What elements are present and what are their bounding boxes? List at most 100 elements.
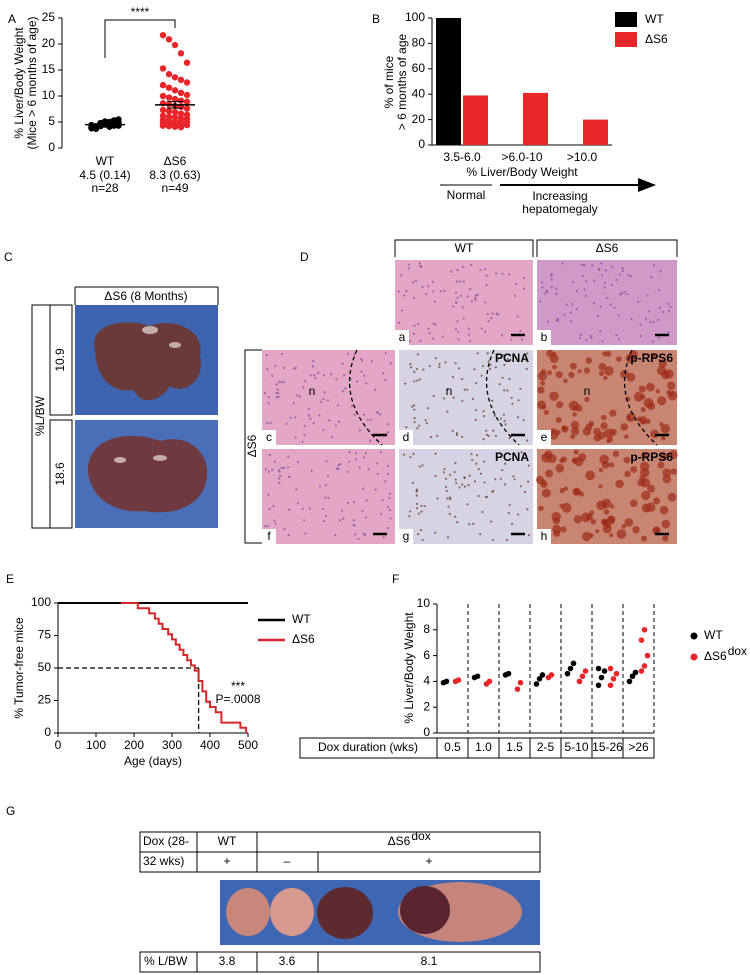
data-point: [595, 665, 602, 672]
data-point: [641, 663, 648, 669]
texture: [470, 263, 473, 267]
header-bracket: [394, 239, 534, 257]
texture: [495, 312, 498, 315]
texture: [412, 281, 415, 284]
texture: [314, 377, 317, 380]
texture: [652, 497, 661, 505]
texture: [662, 474, 672, 484]
data-point: [183, 79, 191, 86]
texture: [456, 521, 459, 524]
texture: [457, 367, 461, 370]
texture: [599, 454, 609, 465]
texture: [519, 387, 522, 391]
texture: [467, 484, 470, 487]
texture: [397, 290, 401, 293]
texture: [275, 383, 278, 386]
texture: [638, 385, 646, 393]
texture: [661, 519, 671, 529]
data-point: [644, 652, 651, 659]
texture: [432, 290, 435, 293]
texture: [420, 510, 423, 513]
texture: [485, 284, 488, 287]
texture: [324, 483, 328, 486]
texture: [452, 305, 455, 308]
texture: [471, 458, 474, 462]
texture: [449, 473, 452, 476]
texture: [407, 267, 411, 270]
texture: [475, 382, 478, 385]
data-point: [92, 125, 100, 132]
micrograph: [262, 449, 395, 544]
texture: [641, 452, 648, 459]
significance: ****: [131, 5, 150, 19]
texture: [575, 289, 579, 292]
texture: [386, 473, 390, 476]
texture: [508, 436, 511, 439]
texture: [667, 492, 677, 502]
texture: [517, 399, 520, 402]
liver: [270, 888, 314, 936]
texture: [389, 362, 392, 365]
texture: [444, 361, 447, 364]
tile-letter: f: [267, 529, 271, 543]
texture: [326, 399, 330, 402]
y-axis-label: (Mice > 6 months of age): [25, 16, 39, 149]
texture: [298, 395, 302, 398]
y-tick-label: 6: [423, 648, 430, 662]
texture: [660, 452, 669, 461]
texture: [482, 437, 485, 441]
texture: [428, 364, 431, 368]
texture: [474, 296, 477, 299]
data-point: [567, 665, 574, 672]
texture: [445, 489, 448, 493]
texture: [409, 366, 413, 369]
texture: [418, 465, 421, 468]
texture: [452, 396, 455, 399]
texture: [274, 522, 277, 525]
texture: [454, 362, 457, 365]
texture: [621, 266, 624, 270]
texture: [416, 379, 419, 382]
y-tick-label: 50: [38, 660, 52, 674]
texture: [578, 453, 587, 462]
texture: [516, 416, 520, 419]
texture: [426, 407, 430, 410]
texture: [525, 439, 529, 442]
texture: [335, 378, 338, 381]
texture: [446, 497, 449, 500]
data-point: [183, 105, 191, 112]
table-value: 3.6: [279, 954, 296, 968]
texture: [448, 496, 451, 499]
y-tick-label: 0: [48, 140, 55, 154]
texture: [425, 422, 428, 425]
texture: [424, 419, 427, 422]
texture: [609, 533, 614, 538]
texture: [662, 310, 665, 314]
data-point: [613, 670, 620, 677]
texture: [266, 368, 269, 371]
texture: [590, 336, 593, 339]
y-tick-label: 10: [42, 88, 56, 102]
texture: [486, 352, 489, 355]
texture: [413, 421, 416, 424]
texture: [415, 494, 418, 497]
letter-box: [262, 529, 276, 544]
texture: [296, 460, 299, 463]
texture: [549, 391, 559, 401]
texture: [472, 522, 475, 525]
y-tick-label: 0: [423, 725, 430, 739]
texture: [475, 462, 478, 465]
texture: [313, 374, 316, 377]
texture: [482, 410, 485, 413]
texture: [652, 526, 661, 535]
texture: [537, 371, 548, 381]
texture: [466, 388, 469, 391]
texture: [434, 452, 437, 455]
texture: [326, 474, 330, 478]
data-point: [177, 89, 185, 97]
texture: [649, 320, 652, 323]
texture: [409, 456, 412, 459]
texture: [415, 367, 419, 371]
texture: [585, 339, 588, 342]
texture: [506, 389, 509, 392]
